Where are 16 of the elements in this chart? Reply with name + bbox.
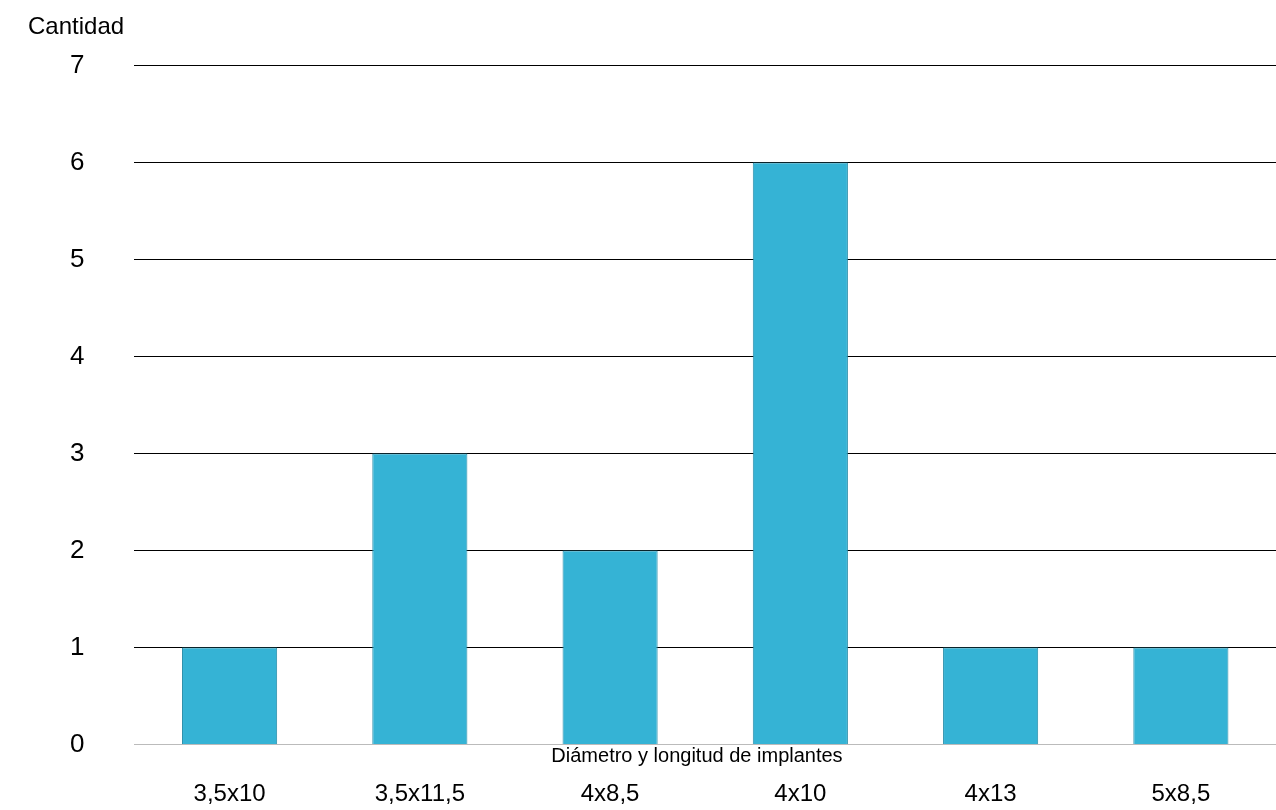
y-tick-label: 7 [69,48,85,79]
x-tick-label: 4x8,5 [580,779,640,807]
y-tick-label: 5 [69,242,85,273]
x-tick-label: 4x13 [964,779,1017,807]
y-tick-label: 0 [69,727,85,758]
x-tick-label: 4x10 [774,779,827,807]
y-axis-title: Cantidad [28,12,125,40]
x-tick-label: 5x8,5 [1151,779,1211,807]
x-axis-title: Diámetro y longitud de implantes [550,744,844,767]
y-tick-label: 1 [69,630,85,661]
x-tick-label: 3,5x11,5 [374,779,465,807]
y-tick-label: 6 [69,145,85,176]
y-tick-label: 3 [69,436,85,467]
y-tick-label: 4 [69,339,85,370]
x-tick-label: 3,5x10 [193,779,266,807]
y-tick-label: 2 [69,533,85,564]
